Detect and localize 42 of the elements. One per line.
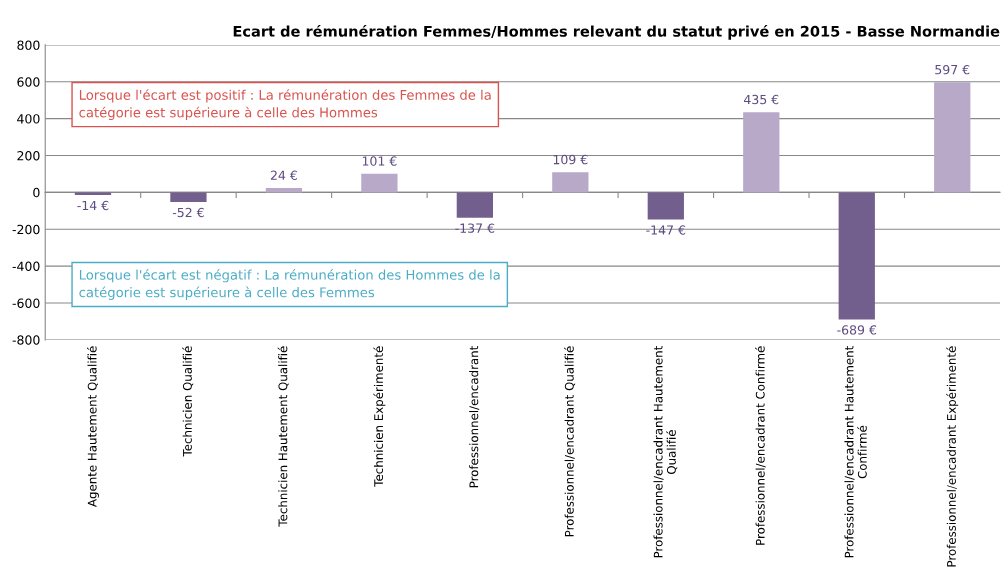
y-tick-label: 0 <box>33 187 40 198</box>
bar <box>74 192 112 195</box>
data-label: -14 € <box>77 200 109 211</box>
bar <box>456 192 493 218</box>
bar <box>361 173 398 193</box>
data-label: 101 € <box>362 156 397 166</box>
data-label: 597 € <box>935 64 970 75</box>
data-label: -689 € <box>837 325 877 335</box>
data-label: -137 € <box>455 223 495 233</box>
y-tick-label: 800 <box>17 40 40 50</box>
data-label: 109 € <box>553 154 588 165</box>
y-tick-label: 400 <box>17 114 40 124</box>
x-tick-label: Agente Hautement Qualifié <box>87 346 99 507</box>
x-tick-label: Professionnel/encadrant Hautement Confirmé <box>844 346 867 558</box>
bar <box>552 172 589 193</box>
x-tick-label: Professionnel/encadrant <box>469 346 480 488</box>
data-label: 435 € <box>744 94 779 105</box>
x-tick-label: Professionnel/encadrant Hautement Qualifié <box>653 346 678 558</box>
y-tick-label: 600 <box>17 77 40 87</box>
annotation: Lorsque l'écart est négatif : La rémunération des Hommes de la catégorie est supérieure à celle des Femmes <box>79 269 500 300</box>
annotation: Lorsque l'écart est positif : La rémunération des Femmes de la catégorie est supérieure à celle des Hommes <box>79 89 491 120</box>
bar <box>265 187 303 193</box>
x-tick-label: Technicien Hautement Qualifié <box>277 346 289 527</box>
y-tick-label: 200 <box>17 150 40 161</box>
y-tick-label: -800 <box>12 335 40 345</box>
data-label: -52 € <box>172 207 204 218</box>
bar <box>170 192 207 202</box>
data-label: -147 € <box>646 225 686 235</box>
y-tick-label: -400 <box>12 261 40 272</box>
y-tick-label: -200 <box>12 224 40 235</box>
data-label: 24 € <box>270 170 297 180</box>
bar <box>743 112 780 193</box>
x-tick-label: Professionnel/encadrant Confirmé <box>755 346 766 545</box>
x-tick-label: Technicien Expérimenté <box>373 346 386 487</box>
bar <box>838 192 875 320</box>
bar <box>647 192 684 220</box>
x-tick-label: Professionnel/encadrant Qualifié <box>564 346 576 537</box>
x-tick-label: Professionnel/encadrant Expérimenté <box>946 346 959 567</box>
bar <box>934 82 971 193</box>
y-tick-label: -600 <box>12 298 40 308</box>
chart-title: Ecart de rémunération Femmes/Hommes relevant du statut privé en 2015 - Basse Normandie <box>233 24 1000 40</box>
x-tick-label: Technicien Qualifié <box>182 346 194 457</box>
